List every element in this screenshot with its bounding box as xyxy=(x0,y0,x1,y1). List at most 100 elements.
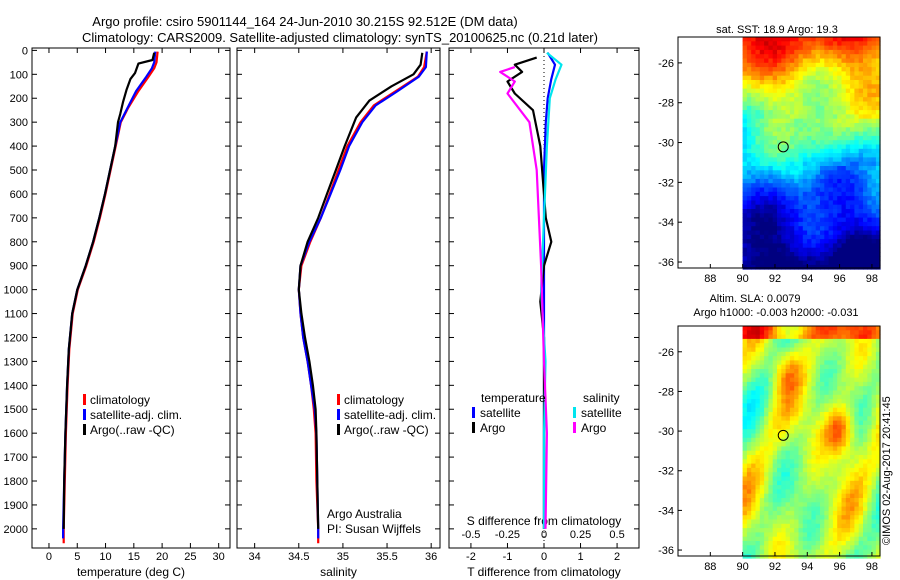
map-cell xyxy=(759,170,765,175)
map-cell xyxy=(751,260,756,266)
map-cell xyxy=(777,49,782,55)
map-cell xyxy=(832,330,838,335)
map-cell xyxy=(824,49,829,55)
map-cell xyxy=(781,480,786,486)
map-cell xyxy=(832,127,838,132)
map-cell xyxy=(772,54,778,59)
map-cell xyxy=(871,260,877,266)
map-cell xyxy=(794,183,799,188)
map-cell xyxy=(811,54,817,59)
map-cell xyxy=(841,364,847,370)
map-cell xyxy=(875,75,881,81)
map-cell xyxy=(746,256,752,261)
map-cell xyxy=(815,455,821,460)
map-cell xyxy=(815,369,821,374)
map-cell xyxy=(759,390,765,396)
map-cell xyxy=(807,135,812,141)
map-cell xyxy=(828,140,834,145)
map-cell xyxy=(807,170,812,175)
map-cell xyxy=(824,351,829,357)
map-cell xyxy=(772,178,778,184)
map-cell xyxy=(858,71,864,77)
map-cell xyxy=(781,498,786,503)
map-cell xyxy=(828,148,834,154)
map-cell xyxy=(815,183,821,188)
map-cell xyxy=(854,506,860,512)
map-cell xyxy=(751,326,756,331)
map-cell xyxy=(815,523,821,529)
map-cell xyxy=(824,187,829,193)
map-cell xyxy=(815,196,821,201)
map-cell xyxy=(746,114,752,120)
map-cell xyxy=(863,170,868,175)
map-cell xyxy=(841,45,847,51)
map-cell xyxy=(820,545,825,550)
map-cell xyxy=(772,92,778,98)
map-cell xyxy=(781,510,786,516)
map-cell xyxy=(751,264,756,270)
map-cell xyxy=(820,347,825,353)
map-cell xyxy=(772,153,778,158)
map-cell xyxy=(867,252,872,257)
map-cell xyxy=(871,67,877,72)
map-cell xyxy=(755,424,761,430)
map-cell xyxy=(837,545,842,550)
map-cell xyxy=(837,463,842,469)
map-cell xyxy=(777,403,782,409)
map-cell xyxy=(863,433,868,439)
map-cell xyxy=(811,187,817,193)
map-cell xyxy=(798,209,804,214)
map-cell xyxy=(811,377,817,383)
map-cell xyxy=(811,476,817,482)
map-cell xyxy=(789,472,795,477)
map-cell xyxy=(824,442,829,447)
map-cell xyxy=(854,326,860,331)
map-cell xyxy=(837,429,842,434)
map-cell xyxy=(742,420,748,426)
map-cell xyxy=(802,364,808,370)
map-cell xyxy=(863,187,868,193)
map-cell xyxy=(837,230,842,236)
map-cell xyxy=(785,71,791,77)
map-cell xyxy=(777,256,782,261)
map-cell xyxy=(824,148,829,154)
map-cell xyxy=(845,157,851,163)
map-cell xyxy=(871,174,877,180)
map-cell xyxy=(772,364,778,370)
map-cell xyxy=(755,386,761,391)
map-cell xyxy=(863,252,868,257)
map-cell xyxy=(785,105,791,111)
map-cell xyxy=(759,498,765,503)
map-cell xyxy=(781,84,786,89)
map-cell xyxy=(824,498,829,503)
map-cell xyxy=(850,75,855,81)
map-cell xyxy=(802,472,808,477)
map-cell xyxy=(789,394,795,400)
map-cell xyxy=(759,183,765,188)
map-cell xyxy=(772,394,778,400)
map-cell xyxy=(824,239,829,244)
map-cell xyxy=(742,510,748,516)
map-cell xyxy=(755,101,761,107)
map-cell xyxy=(858,45,864,51)
map-cell xyxy=(832,545,838,550)
map-cell xyxy=(777,247,782,253)
map-cell xyxy=(746,101,752,107)
map-cell xyxy=(871,37,877,42)
map-cell xyxy=(772,506,778,512)
x-tick-label: 20 xyxy=(156,551,168,563)
map-cell xyxy=(841,101,847,107)
map-cell xyxy=(845,498,851,503)
map-cell xyxy=(807,239,812,244)
map-cell xyxy=(820,433,825,439)
map-cell xyxy=(768,144,774,150)
map-cell xyxy=(802,127,808,132)
map-cell xyxy=(832,472,838,477)
map-cell xyxy=(746,502,752,507)
map-cell xyxy=(858,148,864,154)
map-cell xyxy=(811,252,817,257)
map-cell xyxy=(875,480,881,486)
map-cell xyxy=(871,101,877,107)
map-cell xyxy=(807,234,812,240)
map-cell xyxy=(798,123,804,128)
